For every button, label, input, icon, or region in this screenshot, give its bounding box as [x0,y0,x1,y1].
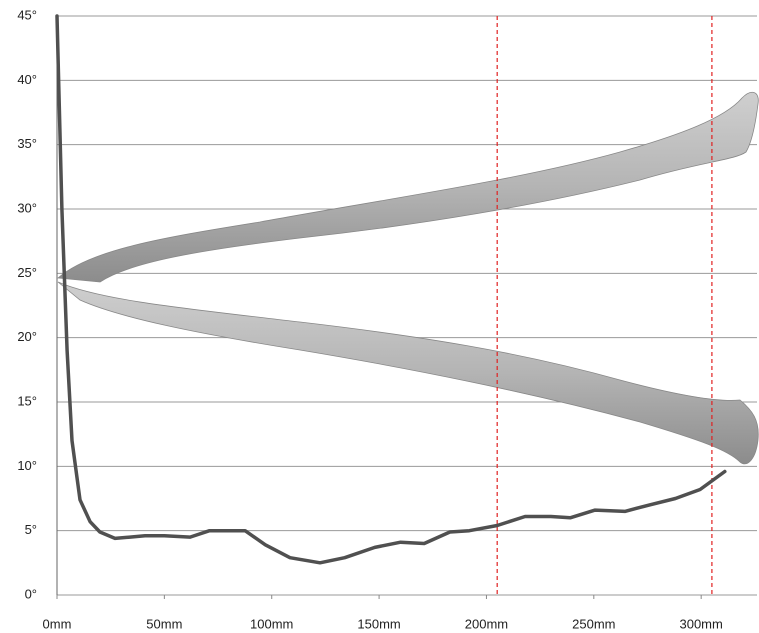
y-tick-label: 0° [25,586,37,601]
y-tick-label: 5° [25,522,37,537]
y-tick-label: 40° [17,72,37,87]
x-tick-label: 100mm [250,616,293,631]
y-tick-label: 20° [17,329,37,344]
y-tick-label: 15° [17,393,37,408]
x-tick-label: 150mm [357,616,400,631]
y-tick-label: 45° [17,7,37,22]
bone-lower [58,282,758,464]
x-tick-label: 250mm [572,616,615,631]
bone-upper [58,92,758,282]
y-tick-label: 35° [17,136,37,151]
x-tick-label: 200mm [465,616,508,631]
page: 0° 5° 10° 15° 20° 25° 30° 35° 40° 45° 0mm 50mm 100mm… [0,0,759,633]
x-tick-label: 0mm [43,616,72,631]
data-line [57,16,725,563]
bone-illustration [58,92,758,463]
x-tick-label: 300mm [679,616,722,631]
y-tick-label: 10° [17,458,37,473]
y-tick-label: 25° [17,265,37,280]
chart: 0° 5° 10° 15° 20° 25° 30° 35° 40° 45° 0mm 50mm 100mm… [0,0,759,633]
y-tick-label: 30° [17,200,37,215]
x-tick-label: 50mm [146,616,182,631]
